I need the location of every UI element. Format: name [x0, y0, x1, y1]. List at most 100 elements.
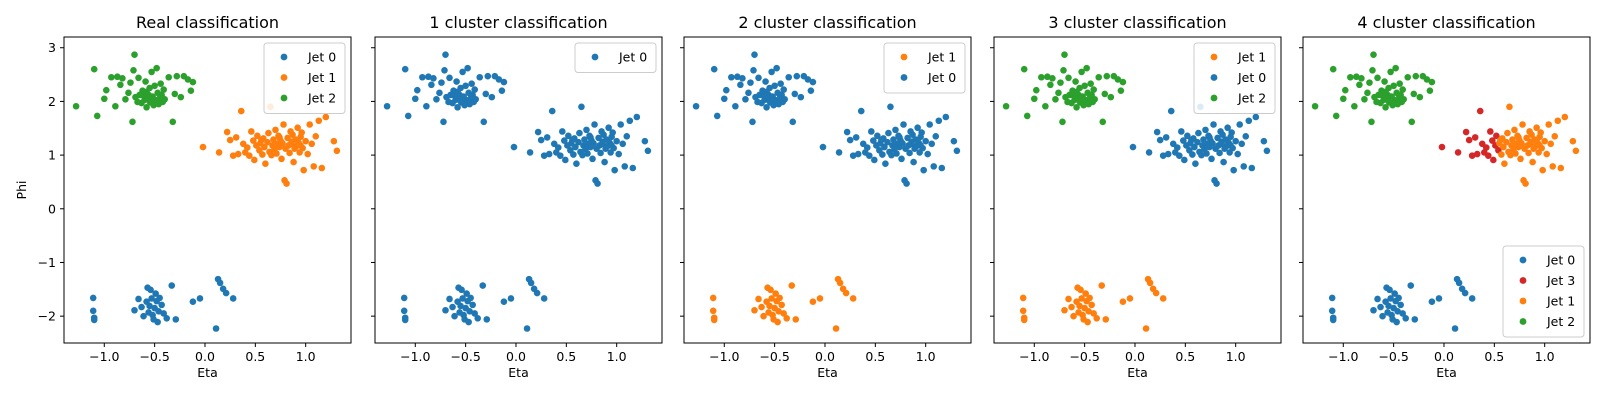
- data-point: [1328, 307, 1336, 315]
- data-point: [1522, 180, 1529, 187]
- data-point: [131, 306, 138, 314]
- data-point: [93, 112, 101, 120]
- data-point: [594, 180, 601, 187]
- data-point: [229, 295, 237, 302]
- data-point: [819, 143, 827, 151]
- data-point: [1393, 318, 1400, 326]
- legend: Jet 1 Jet 0 Jet 2: [1193, 42, 1276, 114]
- data-point: [1476, 107, 1484, 115]
- data-point: [762, 78, 769, 85]
- data-point: [1180, 137, 1187, 144]
- data-point: [1428, 78, 1436, 86]
- data-point: [184, 76, 192, 83]
- x-tick-label: 0.5: [1175, 349, 1195, 364]
- data-point: [573, 160, 580, 167]
- data-point: [131, 51, 138, 59]
- data-point: [576, 129, 583, 137]
- data-point: [591, 121, 598, 128]
- data-point: [459, 68, 466, 76]
- x-axis-label: Eta: [1127, 365, 1147, 380]
- data-point: [465, 318, 472, 326]
- data-point: [146, 302, 153, 310]
- data-point: [72, 102, 80, 110]
- data-point: [297, 142, 304, 149]
- x-tick-label: −1.0: [709, 349, 739, 364]
- data-point: [857, 107, 865, 115]
- data-point: [1385, 98, 1392, 105]
- data-point: [935, 117, 943, 125]
- subplot-title: 2 cluster classification: [738, 13, 916, 32]
- data-point: [457, 302, 464, 310]
- data-point: [569, 136, 576, 144]
- data-point: [584, 150, 591, 157]
- data-point: [617, 121, 625, 128]
- data-point: [1364, 89, 1371, 97]
- data-point: [1545, 121, 1553, 128]
- y-tick-label: 1: [48, 148, 56, 163]
- axes-frame: [63, 36, 352, 344]
- data-point: [510, 143, 518, 151]
- data-point: [545, 150, 553, 158]
- data-point: [709, 294, 717, 302]
- data-point: [768, 68, 775, 76]
- data-point: [1086, 294, 1093, 302]
- data-point: [411, 95, 419, 103]
- data-point: [1236, 121, 1244, 128]
- data-point: [751, 306, 758, 314]
- data-point: [1332, 112, 1340, 120]
- data-point: [117, 81, 124, 89]
- data-point: [451, 312, 458, 320]
- data-point: [1156, 136, 1164, 144]
- data-point: [1203, 150, 1210, 157]
- x-tick-label: −0.5: [759, 349, 789, 364]
- data-point: [1162, 134, 1170, 141]
- data-point: [268, 151, 275, 159]
- data-point: [1539, 166, 1546, 174]
- data-point: [1569, 137, 1577, 145]
- legend-marker: [1519, 297, 1527, 305]
- data-point: [1329, 65, 1337, 73]
- data-point: [1328, 294, 1336, 302]
- data-point: [234, 150, 242, 158]
- data-point: [310, 163, 318, 170]
- data-point: [928, 140, 936, 148]
- x-tick-label: 0.0: [195, 349, 215, 364]
- x-axis-label: Eta: [197, 365, 217, 380]
- data-point: [1386, 286, 1393, 294]
- scatter-points: [72, 51, 341, 332]
- data-point: [189, 78, 197, 86]
- data-point: [306, 121, 314, 128]
- data-point: [1030, 95, 1038, 103]
- data-point: [1361, 95, 1368, 103]
- data-point: [476, 73, 484, 81]
- data-point: [196, 295, 204, 302]
- data-point: [463, 290, 470, 297]
- data-point: [467, 294, 474, 302]
- data-point: [172, 316, 180, 323]
- y-tick-label: −1: [38, 255, 56, 270]
- data-point: [89, 294, 97, 302]
- data-point: [1065, 295, 1072, 303]
- data-point: [792, 316, 800, 323]
- data-point: [430, 75, 437, 82]
- data-point: [1145, 149, 1153, 156]
- axes-frame: [374, 36, 663, 344]
- data-point: [906, 149, 913, 157]
- data-point: [1055, 89, 1062, 97]
- data-point: [832, 325, 840, 332]
- x-tick-label: 0.5: [865, 349, 885, 364]
- data-point: [1023, 112, 1031, 120]
- data-point: [816, 295, 824, 302]
- data-point: [454, 104, 461, 111]
- data-point: [783, 315, 791, 322]
- data-point: [896, 134, 903, 141]
- data-point: [1551, 133, 1559, 140]
- data-point: [1095, 73, 1103, 81]
- data-point: [130, 66, 137, 74]
- data-point: [865, 152, 873, 159]
- data-point: [125, 89, 132, 97]
- axes-frame: [993, 36, 1282, 344]
- data-point: [1060, 66, 1067, 74]
- data-point: [134, 98, 141, 106]
- data-point: [926, 121, 934, 128]
